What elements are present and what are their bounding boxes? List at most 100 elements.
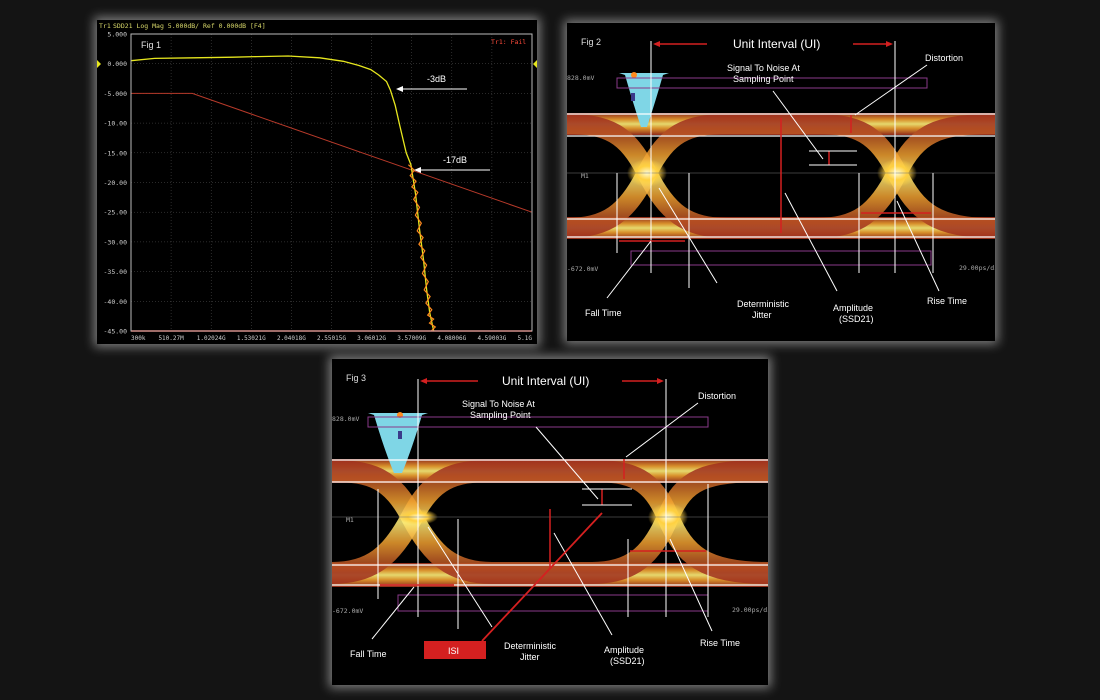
- fig1-y-ticks: 5.000 0.000 -5.000 -10.00 -15.00 -20.00 -25.00…: [104, 31, 128, 336]
- fig2-label: Fig 2: [581, 37, 601, 47]
- fig1-ref-marker-right: [533, 60, 537, 68]
- fig3-jitter-label-1: Deterministic: [504, 641, 557, 651]
- fig3-mask-top: [367, 416, 709, 428]
- fig2-fall-pointer: [606, 240, 652, 299]
- fig1-y-tick-label: 0.000: [107, 60, 127, 68]
- fig1-x-tick-label: 1.02024G: [197, 335, 226, 342]
- fig2-distortion-label: Distortion: [925, 53, 963, 63]
- fig3-label: Fig 3: [346, 373, 366, 383]
- fig1-limit-line: [131, 92, 533, 213]
- fig1-x-ticks: 300k 510.27M 1.02024G 1.53021G 2.04018G 2.550…: [131, 335, 532, 342]
- fig1-x-tick-label: 3.57009G: [397, 335, 426, 342]
- fig2-amplitude-label: Amplitude: [833, 303, 873, 313]
- fig3-isi-pointer: [481, 512, 603, 642]
- fig1-x-tick-label: 2.04018G: [277, 335, 306, 342]
- fig2-histogram-peak: [631, 72, 637, 78]
- fig2-snr-pointer: [772, 90, 824, 160]
- fig2-mask-bottom: [630, 250, 932, 266]
- fig3-distortion-label: Distortion: [698, 391, 736, 401]
- fig1-x-tick-label: 5.1G: [518, 335, 533, 342]
- fig3-rise-time-label: Rise Time: [700, 638, 740, 648]
- fig2-distortion-pointer: [854, 64, 928, 116]
- fig2-timebase: 29.00ps/div: [959, 264, 995, 272]
- fig2-snr-label-1: Signal To Noise At: [727, 63, 800, 73]
- fig3-histogram: [368, 413, 428, 473]
- fig1-label: Fig 1: [141, 40, 161, 50]
- fig3-ssd21-label: (SSD21): [610, 656, 645, 666]
- fig1-status: Tr1: Fail: [491, 38, 526, 46]
- fig3-bottom-level: -672.0mV: [332, 607, 363, 615]
- fig2-jitter-label-2: Jitter: [752, 310, 772, 320]
- fig2-fall-time-label: Fall Time: [585, 308, 622, 318]
- fig3-eye-diagram: Fig 3 Unit Interval (UI) Distortion Sign…: [332, 373, 768, 666]
- fig3-jitter-pointer: [427, 526, 493, 628]
- fig1-x-tick-label: 2.55015G: [317, 335, 346, 342]
- fig2-marker: M1: [581, 172, 589, 180]
- fig1-trace-tag: Tr1: [99, 22, 111, 30]
- fig1-y-tick-label: 5.000: [107, 31, 127, 39]
- fig3-isi-label: ISI: [448, 646, 459, 656]
- fig3-ui-label: Unit Interval (UI): [502, 374, 589, 388]
- fig1-x-tick-label: 300k: [131, 335, 146, 342]
- fig3-isi-badge: [424, 641, 486, 659]
- fig3-marker: M1: [346, 516, 354, 524]
- fig3-ui-arrowhead-right: [657, 378, 664, 384]
- fig1-annotation-3db: -3dB: [427, 74, 446, 84]
- fig3-snr-pointer: [535, 426, 599, 500]
- fig1-17db-arrowhead: [414, 167, 421, 173]
- fig1-grid: [130, 33, 533, 332]
- fig3-eye-traces: [332, 459, 768, 587]
- fig1-y-tick-label: -30.00: [104, 238, 128, 246]
- fig1-3db-arrowhead: [396, 86, 403, 92]
- fig3-snr-label-2: Sampling Point: [470, 410, 531, 420]
- fig3-amplitude-label: Amplitude: [604, 645, 644, 655]
- fig3-mask-bottom: [397, 594, 709, 612]
- fig2-ui-label: Unit Interval (UI): [733, 37, 820, 51]
- fig1-trace-noise: [407, 164, 437, 332]
- fig2-histogram: [619, 73, 669, 127]
- fig3-histogram-marker: [398, 431, 402, 439]
- fig3-timebase: 29.00ps/div: [732, 606, 768, 614]
- fig2-bottom-level: -672.0mV: [567, 265, 598, 273]
- fig3-top-level: 828.0mV: [332, 415, 359, 423]
- fig3-distortion-pointer: [625, 402, 699, 458]
- fig1-ref-marker-left: [97, 60, 101, 68]
- fig1-y-tick-label: -15.00: [104, 149, 128, 157]
- fig1-header: SDD21 Log Mag 5.000dB/ Ref 0.000dB [F4]: [113, 22, 266, 30]
- fig1-x-tick-label: 3.06012G: [357, 335, 386, 342]
- fig1-y-tick-label: -5.000: [104, 90, 128, 98]
- fig2-rise-pointer: [896, 200, 940, 292]
- fig2-snr-label-2: Sampling Point: [733, 74, 794, 84]
- fig3-jitter-label-2: Jitter: [520, 652, 540, 662]
- fig2-eye-diagram: Fig 2 Unit Interval (UI) Distortion Sign…: [567, 37, 995, 324]
- fig1-y-tick-label: -35.00: [104, 268, 128, 276]
- fig1-panel: Tr1 SDD21 Log Mag 5.000dB/ Ref 0.000dB […: [97, 20, 537, 344]
- fig2-ui-arrowhead-right: [886, 41, 893, 47]
- fig2-histogram-marker: [631, 93, 635, 101]
- fig3-fall-pointer: [371, 586, 415, 640]
- fig1-x-tick-label: 510.27M: [158, 335, 184, 342]
- fig3-snr-label-1: Signal To Noise At: [462, 399, 535, 409]
- fig1-annotation-17db: -17dB: [443, 155, 467, 165]
- fig2-rise-time-label: Rise Time: [927, 296, 967, 306]
- fig2-panel: Fig 2 Unit Interval (UI) Distortion Sign…: [567, 23, 995, 341]
- fig1-x-tick-label: 1.53021G: [237, 335, 266, 342]
- fig3-rise-pointer: [669, 538, 713, 632]
- fig2-top-level: 828.0mV: [567, 74, 594, 82]
- fig1-y-tick-label: -40.00: [104, 298, 128, 306]
- fig2-ui-arrowhead-left: [653, 41, 660, 47]
- fig2-ssd21-label: (SSD21): [839, 314, 874, 324]
- fig2-jitter-pointer: [658, 187, 718, 284]
- fig1-x-tick-label: 4.08006G: [437, 335, 466, 342]
- fig1-x-tick-label: 4.59003G: [477, 335, 506, 342]
- fig2-mask-top: [616, 77, 928, 89]
- fig2-jitter-label-1: Deterministic: [737, 299, 790, 309]
- fig3-fall-time-label: Fall Time: [350, 649, 387, 659]
- fig1-y-tick-label: -25.00: [104, 209, 128, 217]
- fig3-amplitude-pointer: [553, 532, 613, 636]
- fig3-panel: Fig 3 Unit Interval (UI) Distortion Sign…: [332, 359, 768, 685]
- fig1-y-tick-label: -10.00: [104, 120, 128, 128]
- fig1-y-tick-label: -20.00: [104, 179, 128, 187]
- fig2-amplitude-pointer: [784, 192, 838, 292]
- fig1-measured-trace: [130, 55, 435, 332]
